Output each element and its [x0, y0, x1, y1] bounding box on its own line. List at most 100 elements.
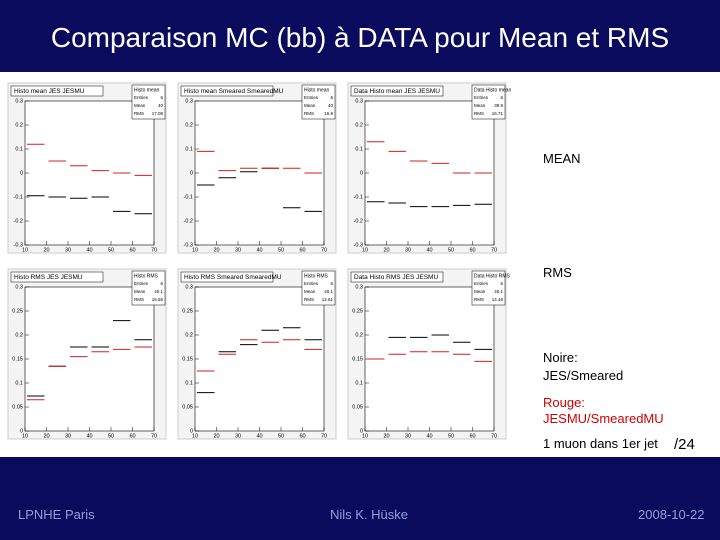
stats-name: Data Histo RMS	[474, 273, 511, 279]
x-tick-label: 70	[151, 433, 157, 439]
x-tick-label: 10	[192, 433, 198, 439]
stats-label: Entries	[134, 281, 149, 286]
stats-box	[471, 84, 506, 120]
stats-label: Mean	[304, 289, 316, 294]
y-tick-label: 0.2	[355, 122, 363, 128]
note-rms: RMS	[543, 265, 572, 280]
y-tick-label: -0.3	[14, 242, 23, 248]
plot-area	[364, 286, 495, 432]
stats-label: RMS	[474, 111, 484, 116]
x-tick-label: 50	[108, 247, 114, 253]
y-tick-label: 0.1	[185, 380, 193, 386]
y-tick-label: 0.05	[12, 404, 23, 410]
x-tick-label: 70	[321, 433, 327, 439]
x-tick-label: 10	[22, 433, 28, 439]
stats-name: Data Histo mean	[474, 87, 511, 93]
stats-label: Entries	[474, 95, 489, 100]
x-tick-label: 70	[151, 247, 157, 253]
y-tick-label: 0.1	[15, 146, 23, 152]
y-tick-label: -0.3	[354, 242, 363, 248]
stats-label: Entries	[304, 95, 319, 100]
x-tick-label: 10	[192, 247, 198, 253]
y-tick-label: 0.25	[12, 308, 23, 314]
stats-label: Entries	[134, 95, 149, 100]
stats-value: 14.48	[492, 297, 504, 302]
stats-value: 6	[160, 95, 163, 100]
x-tick-label: 20	[213, 247, 219, 253]
x-tick-label: 30	[405, 247, 411, 253]
stats-name: Histo mean	[134, 87, 160, 93]
title-box	[10, 271, 104, 283]
y-tick-label: 0.3	[355, 98, 363, 104]
stats-label: RMS	[474, 297, 484, 302]
x-tick-label: 20	[43, 247, 49, 253]
plot-title: Histo mean JES JESMU	[14, 88, 85, 95]
y-tick-label: 0.05	[352, 404, 363, 410]
x-tick-label: 60	[469, 433, 475, 439]
y-tick-label: -0.2	[184, 218, 193, 224]
footer-center: Nils K. Hüske	[330, 507, 409, 522]
title-box	[350, 271, 444, 283]
x-tick-label: 40	[256, 433, 262, 439]
y-tick-label: -0.1	[354, 194, 363, 200]
plot-title: Data Histo mean JES JESMU	[354, 88, 440, 95]
y-tick-label: 0.15	[12, 356, 23, 362]
x-tick-label: 60	[299, 247, 305, 253]
y-tick-label: 0.2	[15, 332, 23, 338]
x-tick-label: 10	[362, 433, 368, 439]
footer-right: 2008-10-22	[638, 507, 705, 522]
y-tick-label: 0	[20, 428, 23, 434]
page-number: /24	[674, 436, 695, 453]
plot-area	[194, 100, 325, 246]
stats-label: Mean	[474, 289, 486, 294]
stats-value: 6	[500, 281, 503, 286]
note-muon: 1 muon dans 1er jet	[543, 436, 658, 451]
y-tick-label: 0.15	[352, 356, 363, 362]
stats-box	[301, 270, 336, 306]
title-box	[180, 85, 274, 97]
x-tick-label: 20	[383, 433, 389, 439]
stats-name: Histo mean	[304, 87, 330, 93]
stats-value: 40.1	[154, 289, 163, 294]
y-tick-label: 0.1	[355, 146, 363, 152]
stats-box	[301, 84, 336, 120]
stats-box	[131, 270, 166, 306]
y-tick-label: 0.15	[182, 356, 193, 362]
y-tick-label: -0.3	[184, 242, 193, 248]
note-black-text: JES/Smeared	[543, 368, 624, 383]
x-tick-label: 60	[469, 247, 475, 253]
x-tick-label: 20	[383, 247, 389, 253]
stats-label: Mean	[474, 103, 486, 108]
y-tick-label: -0.2	[14, 218, 23, 224]
x-tick-label: 60	[299, 433, 305, 439]
y-tick-label: 0	[360, 428, 363, 434]
note-black-label: Noire:	[543, 350, 578, 365]
y-tick-label: -0.2	[354, 218, 363, 224]
y-tick-label: 0.25	[352, 308, 363, 314]
y-tick-label: 0.3	[185, 98, 193, 104]
y-tick-label: 0.3	[15, 98, 23, 104]
x-tick-label: 40	[86, 433, 92, 439]
stats-value: 16.55	[152, 297, 164, 302]
plot-title: Histo mean Smeared SmearedMU	[184, 88, 284, 95]
x-tick-label: 50	[448, 247, 454, 253]
x-tick-label: 30	[235, 433, 241, 439]
y-tick-label: 0.2	[15, 122, 23, 128]
y-tick-label: 0.25	[182, 308, 193, 314]
slide-title: Comparaison MC (bb) à DATA pour Mean et …	[50, 22, 670, 53]
stats-value: 40.1	[324, 289, 333, 294]
x-tick-label: 20	[43, 433, 49, 439]
y-tick-label: 0.2	[185, 122, 193, 128]
y-tick-label: 0	[190, 428, 193, 434]
x-tick-label: 70	[321, 247, 327, 253]
stats-value: 16.9	[324, 111, 333, 116]
x-tick-label: 60	[129, 433, 135, 439]
footer-left: LPNHE Paris	[18, 507, 95, 522]
plot-area	[24, 100, 155, 246]
x-tick-label: 30	[235, 247, 241, 253]
stats-label: RMS	[134, 297, 144, 302]
stats-box	[131, 84, 166, 120]
stats-label: Entries	[474, 281, 489, 286]
stats-value: 12.61	[322, 297, 334, 302]
x-tick-label: 30	[405, 433, 411, 439]
